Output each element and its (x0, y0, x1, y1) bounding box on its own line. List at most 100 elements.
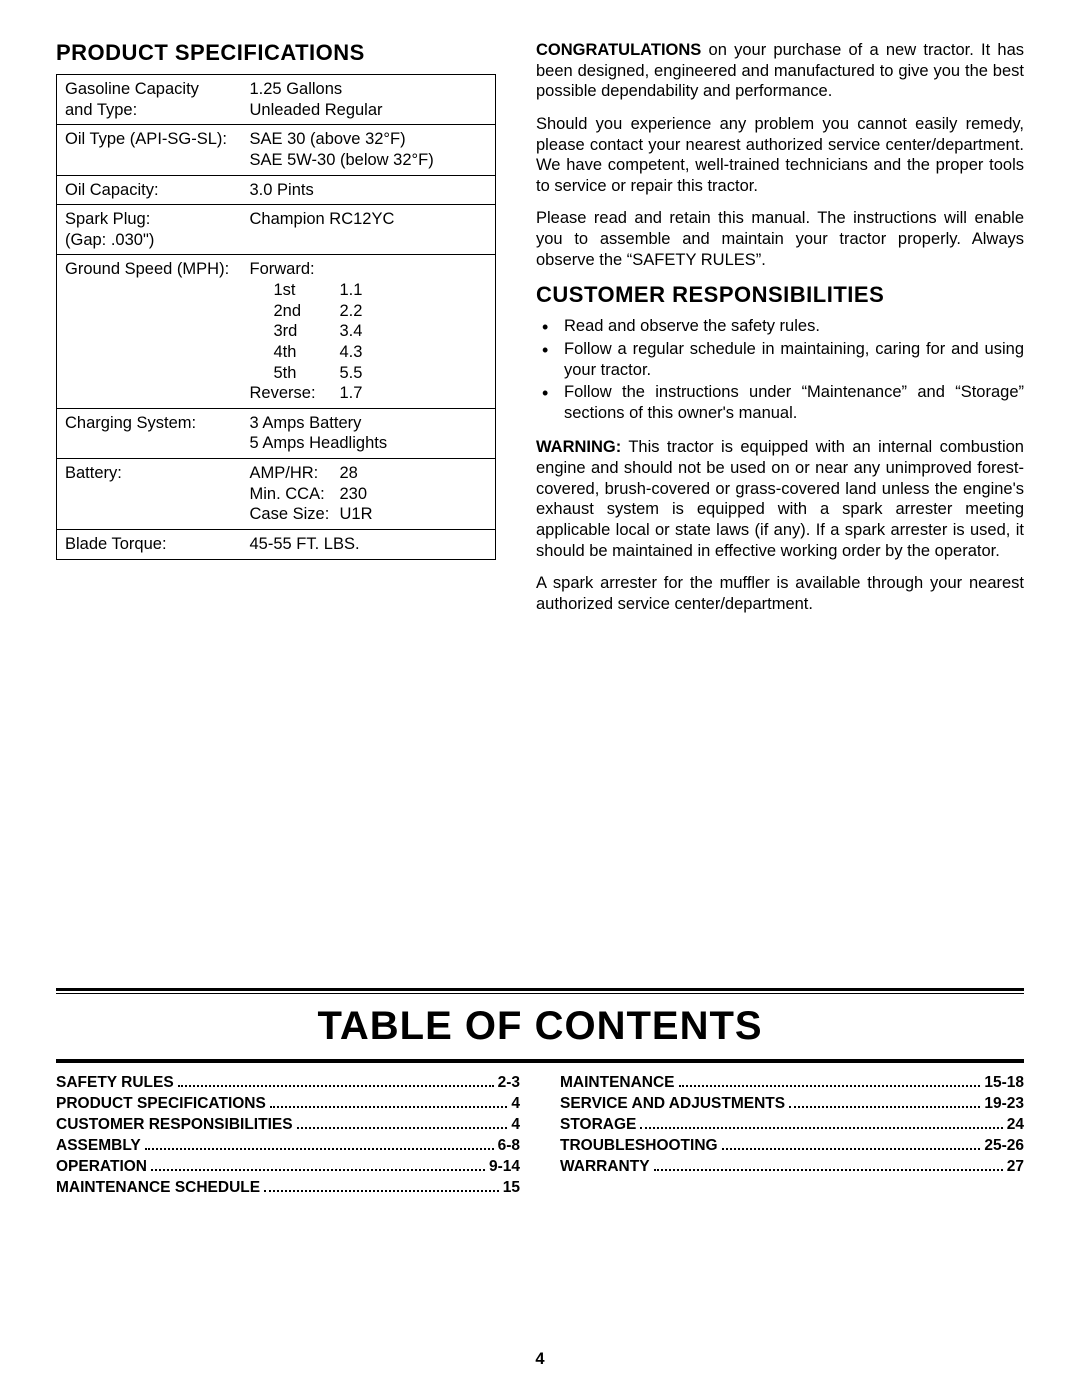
left-column: PRODUCT SPECIFICATIONS Gasoline Capacity… (56, 40, 496, 626)
gear-val: 4.3 (340, 342, 400, 363)
toc-columns: SAFETY RULES2-3 PRODUCT SPECIFICATIONS4 … (56, 1073, 1024, 1199)
battery-val: 230 (340, 484, 400, 505)
toc-column-left: SAFETY RULES2-3 PRODUCT SPECIFICATIONS4 … (56, 1073, 520, 1199)
toc-page: 9-14 (489, 1157, 520, 1178)
right-column: CONGRATULATIONS on your purchase of a ne… (536, 40, 1024, 626)
warning-text: This tractor is equipped with an interna… (536, 438, 1024, 559)
toc-label: SAFETY RULES (56, 1073, 174, 1094)
spec-value: AMP/HR:28 Min. CCA:230 Case Size:U1R (242, 459, 496, 530)
toc-dots (270, 1096, 508, 1108)
toc-dots (654, 1158, 1003, 1170)
spec-value: Forward: 1st1.1 2nd2.2 3rd3.4 4th4.3 5th… (242, 255, 496, 408)
toc-row: PRODUCT SPECIFICATIONS 4 (56, 1094, 520, 1115)
toc-dots (679, 1075, 981, 1087)
list-item: Follow a regular schedule in maintaining… (536, 339, 1024, 380)
spec-label: Oil Capacity: (57, 175, 242, 205)
gear-name: 4th (250, 342, 340, 363)
toc-title: TABLE OF CONTENTS (56, 994, 1024, 1059)
toc-row: TROUBLESHOOTING 25-26 (560, 1136, 1024, 1157)
table-row-battery: Battery: AMP/HR:28 Min. CCA:230 Case Siz… (57, 459, 496, 530)
spec-value: SAE 30 (above 32°F)SAE 5W-30 (below 32°F… (242, 125, 496, 175)
toc-label: MAINTENANCE SCHEDULE (56, 1178, 260, 1199)
spec-value: 3.0 Pints (242, 175, 496, 205)
page-number: 4 (0, 1350, 1080, 1369)
toc-row: OPERATION 9-14 (56, 1157, 520, 1178)
gear-name: 5th (250, 363, 340, 384)
toc-page: 4 (511, 1094, 520, 1115)
spec-label: Oil Type (API-SG-SL): (57, 125, 242, 175)
toc-dots (264, 1179, 499, 1191)
toc-row: WARRANTY27 (560, 1157, 1024, 1178)
congrats-paragraph: CONGRATULATIONS on your purchase of a ne… (536, 40, 1024, 102)
toc-page: 15-18 (984, 1073, 1024, 1094)
spec-label: Charging System: (57, 408, 242, 458)
list-item: Follow the instructions under “Maintenan… (536, 382, 1024, 423)
toc-row: MAINTENANCE 15-18 (560, 1073, 1024, 1094)
toc-label: OPERATION (56, 1157, 147, 1178)
toc-page: 4 (511, 1115, 520, 1136)
warning-paragraph: WARNING: This tractor is equipped with a… (536, 437, 1024, 561)
toc-row: SERVICE AND ADJUSTMENTS 19-23 (560, 1094, 1024, 1115)
spec-value: Champion RC12YC (242, 205, 496, 255)
toc-dots (151, 1158, 485, 1170)
customer-heading: CUSTOMER RESPONSIBILITIES (536, 282, 1024, 308)
toc-label: SERVICE AND ADJUSTMENTS (560, 1094, 785, 1115)
table-row: Charging System: 3 Amps Battery5 Amps He… (57, 408, 496, 458)
toc-label: CUSTOMER RESPONSIBILITIES (56, 1115, 293, 1136)
gear-val: 3.4 (340, 321, 400, 342)
spec-label: Spark Plug:(Gap: .030") (57, 205, 242, 255)
spec-label: Gasoline Capacityand Type: (57, 75, 242, 125)
toc-page: 24 (1007, 1115, 1024, 1136)
table-row: Oil Type (API-SG-SL): SAE 30 (above 32°F… (57, 125, 496, 175)
toc-column-right: MAINTENANCE 15-18 SERVICE AND ADJUSTMENTS… (560, 1073, 1024, 1199)
rule-thick (56, 1060, 1024, 1063)
reverse-val: 1.7 (340, 383, 400, 404)
toc-page: 25-26 (984, 1136, 1024, 1157)
toc-page: 2-3 (498, 1073, 520, 1094)
gear-name: 3rd (250, 321, 340, 342)
battery-val: 28 (340, 463, 400, 484)
list-item: Read and observe the safety rules. (536, 316, 1024, 337)
toc-row: STORAGE 24 (560, 1115, 1024, 1136)
table-row: Spark Plug:(Gap: .030") Champion RC12YC (57, 205, 496, 255)
battery-key: AMP/HR: (250, 463, 340, 484)
toc-page: 19-23 (984, 1094, 1024, 1115)
toc-row: SAFETY RULES 2-3 (56, 1073, 520, 1094)
battery-val: U1R (340, 504, 400, 525)
toc-row: ASSEMBLY 6-8 (56, 1136, 520, 1157)
toc-page: 6-8 (498, 1136, 520, 1157)
spec-value: 3 Amps Battery5 Amps Headlights (242, 408, 496, 458)
gear-name: 2nd (250, 301, 340, 322)
spec-label: Battery: (57, 459, 242, 530)
bullet-list: Read and observe the safety rules. Follo… (536, 316, 1024, 423)
battery-key: Case Size: (250, 504, 340, 525)
forward-label: Forward: (250, 259, 488, 280)
toc-label: STORAGE (560, 1115, 636, 1136)
toc-label: WARRANTY (560, 1157, 650, 1178)
table-row: Gasoline Capacityand Type: 1.25 GallonsU… (57, 75, 496, 125)
battery-table: AMP/HR:28 Min. CCA:230 Case Size:U1R (250, 463, 488, 525)
toc-label: TROUBLESHOOTING (560, 1136, 718, 1157)
reverse-label: Reverse: (250, 383, 340, 404)
spec-heading: PRODUCT SPECIFICATIONS (56, 40, 496, 66)
toc-section: TABLE OF CONTENTS SAFETY RULES 2-3 PRODUC… (56, 988, 1024, 1199)
gear-val: 2.2 (340, 301, 400, 322)
congrats-lead: CONGRATULATIONS (536, 41, 701, 59)
warning-lead: WARNING: (536, 438, 621, 456)
toc-label: PRODUCT SPECIFICATIONS (56, 1094, 266, 1115)
toc-page: 15 (503, 1178, 520, 1199)
paragraph: Should you experience any problem you ca… (536, 114, 1024, 197)
toc-dots (178, 1075, 494, 1087)
table-row: Oil Capacity: 3.0 Pints (57, 175, 496, 205)
table-row-ground-speed: Ground Speed (MPH): Forward: 1st1.1 2nd2… (57, 255, 496, 408)
toc-label: MAINTENANCE (560, 1073, 675, 1094)
spec-table: Gasoline Capacityand Type: 1.25 GallonsU… (56, 74, 496, 560)
toc-dots (789, 1096, 980, 1108)
spec-label: Blade Torque: (57, 529, 242, 559)
toc-row: CUSTOMER RESPONSIBILITIES 4 (56, 1115, 520, 1136)
toc-dots (145, 1137, 494, 1149)
toc-label: ASSEMBLY (56, 1136, 141, 1157)
gear-val: 1.1 (340, 280, 400, 301)
gear-name: 1st (250, 280, 340, 301)
gear-table: 1st1.1 2nd2.2 3rd3.4 4th4.3 5th5.5 Rever… (250, 280, 488, 404)
